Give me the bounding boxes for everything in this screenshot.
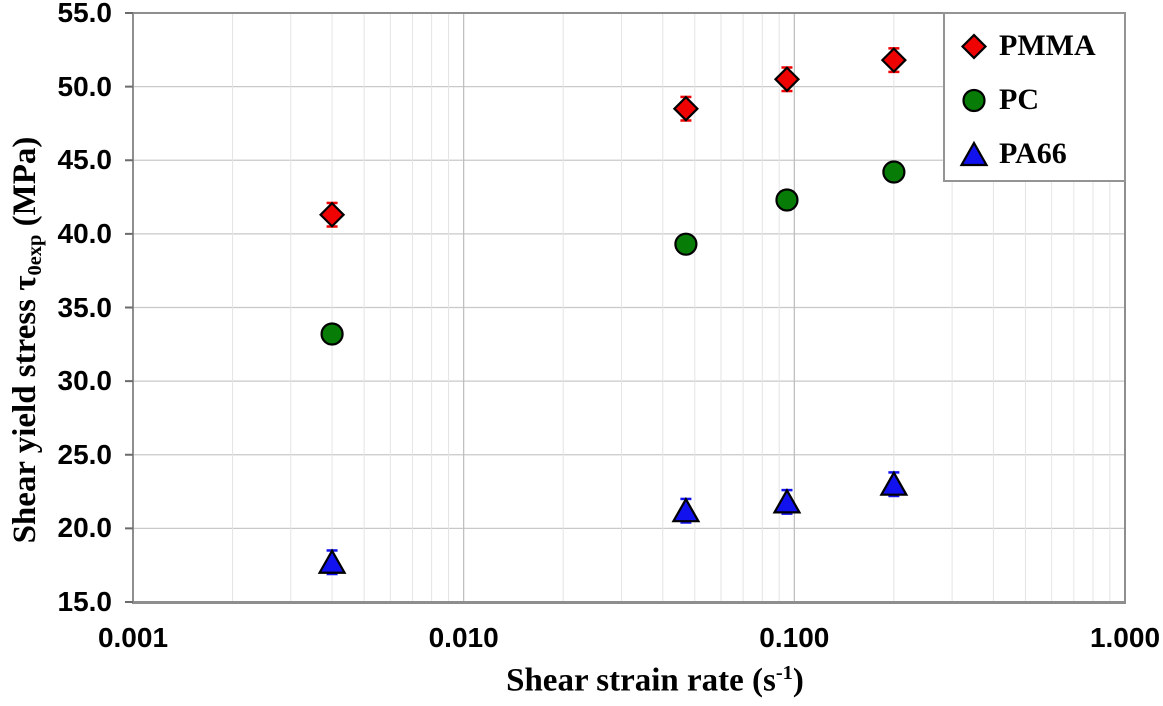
data-point-pa66 — [671, 496, 701, 523]
x-axis-title-text: Shear strain rate (s — [506, 662, 776, 699]
y-tick-label: 45.0 — [57, 144, 113, 176]
legend: PMMA PC PA66 — [943, 12, 1126, 182]
data-point-pc — [775, 188, 799, 212]
x-axis-title-close: ) — [792, 662, 804, 699]
legend-item-pc: PC — [959, 73, 1124, 127]
y-tick-label: 55.0 — [57, 0, 113, 28]
y-axis-title-text: Shear yield stress — [7, 290, 44, 544]
x-tick-label: 0.100 — [759, 622, 830, 653]
y-axis-title: Shear yield stress τ0exp (MPa) — [7, 137, 47, 544]
data-point-pmma — [319, 201, 346, 228]
data-point-pa66 — [317, 548, 347, 574]
data-point-pa66 — [879, 470, 909, 496]
data-point-pmma — [880, 47, 907, 74]
data-point-pc — [882, 160, 906, 184]
y-tick-label: 15.0 — [57, 586, 113, 617]
y-tick-label: 25.0 — [57, 438, 113, 470]
data-point-pa66 — [772, 488, 802, 514]
legend-item-pmma: PMMA — [959, 19, 1124, 73]
legend-item-pa66: PA66 — [959, 127, 1124, 181]
circle-icon — [962, 88, 986, 113]
x-tick-label: 1.000 — [1089, 622, 1161, 653]
data-point-pmma — [773, 66, 801, 93]
y-axis-title-units: (MPa) — [7, 136, 44, 235]
data-point-pc — [320, 322, 344, 346]
y-tick-label: 20.0 — [57, 512, 113, 544]
x-tick-label: 0.001 — [97, 622, 169, 653]
x-axis-title: Shear strain rate (s-1) — [405, 662, 905, 699]
x-axis-title-superscript: -1 — [775, 662, 793, 684]
y-tick-label: 40.0 — [57, 217, 113, 249]
data-point-pc — [674, 232, 698, 256]
legend-label: PC — [999, 83, 1039, 116]
triangle-icon — [959, 140, 989, 167]
legend-label: PA66 — [999, 137, 1067, 170]
legend-label: PMMA — [999, 29, 1096, 62]
tau-symbol: τ — [7, 275, 44, 291]
data-point-pmma — [672, 95, 699, 122]
y-tick-label: 50.0 — [57, 70, 113, 102]
x-tick-label: 0.010 — [428, 622, 499, 653]
y-tick-label: 35.0 — [57, 291, 113, 323]
diamond-icon — [960, 33, 988, 60]
y-axis-title-subscript: 0exp — [23, 234, 46, 276]
y-tick-label: 30.0 — [57, 365, 113, 397]
